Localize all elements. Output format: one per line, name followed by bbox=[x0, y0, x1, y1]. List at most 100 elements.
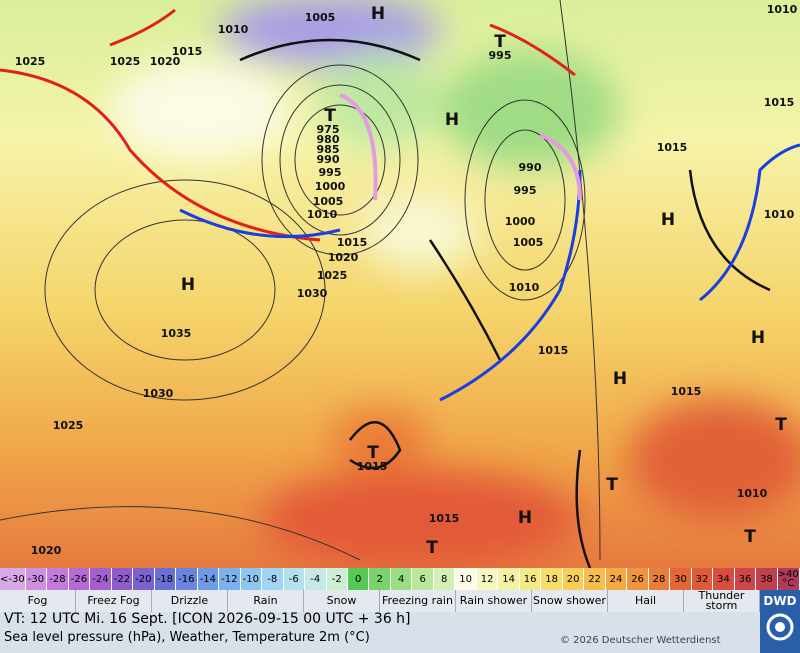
pressure-system: H bbox=[371, 4, 385, 24]
isobar-label: 1000 bbox=[315, 180, 346, 193]
pressure-system: H bbox=[613, 369, 627, 389]
scale-cell: -24 bbox=[90, 568, 112, 590]
isobar-label: 995 bbox=[489, 49, 512, 62]
scale-cell: -28 bbox=[47, 568, 69, 590]
scale-cell: 24 bbox=[605, 568, 628, 590]
pressure-system: T bbox=[606, 475, 618, 495]
scale-cell: 4 bbox=[390, 568, 413, 590]
pressure-system: T bbox=[744, 527, 756, 547]
scale-cell: 0 bbox=[347, 568, 370, 590]
scale-cell: 8 bbox=[433, 568, 456, 590]
scale-cell: 28 bbox=[648, 568, 671, 590]
isobar-label: 1010 bbox=[767, 3, 798, 16]
fronts bbox=[0, 8, 800, 402]
legend-item: Rain shower bbox=[456, 590, 532, 612]
isobar-label: 995 bbox=[514, 184, 537, 197]
pressure-system: H bbox=[518, 508, 532, 528]
scale-cell: 34 bbox=[713, 568, 735, 590]
isobar-label: 1015 bbox=[429, 512, 460, 525]
copyright: © 2026 Deutscher Wetterdienst bbox=[560, 635, 721, 646]
isobar-label: 1025 bbox=[15, 55, 46, 68]
isobar-label: 1005 bbox=[313, 195, 344, 208]
isobar-label: 980 bbox=[317, 133, 340, 146]
pressure-system: T bbox=[775, 415, 787, 435]
scale-cell: 16 bbox=[519, 568, 542, 590]
legend-item: Fog bbox=[0, 590, 76, 612]
weather-map: 1005101010151020102510259759809859909951… bbox=[0, 0, 800, 570]
scale-cell: 18 bbox=[541, 568, 563, 590]
scale-cell: -30 bbox=[25, 568, 48, 590]
isobar-label: 1020 bbox=[328, 251, 359, 264]
pressure-system: T bbox=[494, 32, 506, 52]
isobar-label: 1030 bbox=[297, 287, 328, 300]
scale-cell: >40 °C bbox=[777, 568, 800, 590]
isobar-label: 1020 bbox=[150, 55, 181, 68]
isobar-label: 1015 bbox=[172, 45, 203, 58]
dwd-logo: DWD bbox=[760, 590, 800, 653]
isobar-label: 1025 bbox=[53, 419, 84, 432]
isobar-label: 1030 bbox=[143, 387, 174, 400]
scale-cell: -4 bbox=[305, 568, 327, 590]
isobar-label: 1010 bbox=[218, 23, 249, 36]
pressure-system: H bbox=[445, 110, 459, 130]
weather-legend: Fog Freez Fog Drizzle Rain Snow Freezing rain… bbox=[0, 590, 760, 612]
scale-cell: -22 bbox=[111, 568, 134, 590]
main-isobars bbox=[239, 38, 771, 569]
scale-cell: -20 bbox=[133, 568, 155, 590]
pressure-system: H bbox=[661, 210, 675, 230]
isobar-label: 1010 bbox=[764, 208, 795, 221]
isobar-label: 1015 bbox=[337, 236, 368, 249]
isobar-label: 1015 bbox=[538, 344, 569, 357]
scale-cell: -8 bbox=[262, 568, 284, 590]
scale-cell: -10 bbox=[240, 568, 263, 590]
pressure-system: H bbox=[751, 328, 765, 348]
scale-cell: 2 bbox=[369, 568, 391, 590]
logo-icon bbox=[766, 613, 794, 641]
scale-cell: 26 bbox=[627, 568, 649, 590]
isobars bbox=[0, 0, 601, 561]
logo-text: DWD bbox=[763, 594, 797, 608]
scale-cell: -26 bbox=[68, 568, 91, 590]
isobar-label: 1020 bbox=[31, 544, 62, 557]
isobar-label: 990 bbox=[519, 161, 542, 174]
valid-time: VT: 12 UTC Mi. 16 Sept. [ICON 2026-09-15… bbox=[4, 611, 411, 627]
isobar-label: 1005 bbox=[305, 11, 336, 24]
scale-cell: 14 bbox=[498, 568, 520, 590]
temperature-scale: <-30 -30 -28 -26 -24 -22 -20 -18 -16 -14 -12 -10 -8-… bbox=[0, 568, 800, 590]
pressure-system: T bbox=[426, 538, 438, 558]
isobar-label: 1005 bbox=[513, 236, 544, 249]
scale-cell: 20 bbox=[562, 568, 585, 590]
isobar-label: 1015 bbox=[657, 141, 688, 154]
isobar-label: 985 bbox=[317, 143, 340, 156]
scale-cell: 36 bbox=[734, 568, 757, 590]
scale-cell: -6 bbox=[283, 568, 306, 590]
legend-item: Hail bbox=[608, 590, 684, 612]
scale-cell: -14 bbox=[197, 568, 220, 590]
scale-cell: 10 bbox=[455, 568, 477, 590]
isobar-label: 1025 bbox=[317, 269, 348, 282]
scale-cell: 32 bbox=[691, 568, 714, 590]
pressure-system: T bbox=[367, 443, 379, 463]
legend-item: Snow bbox=[304, 590, 380, 612]
scale-cell: -16 bbox=[176, 568, 198, 590]
scale-cell: <-30 bbox=[0, 568, 26, 590]
isobar-label: 1010 bbox=[307, 208, 338, 221]
legend-item: Thunder storm bbox=[684, 590, 760, 612]
scale-cell: -2 bbox=[326, 568, 348, 590]
pressure-system: T bbox=[324, 106, 336, 126]
scale-cell: -18 bbox=[154, 568, 177, 590]
isobar-label: 995 bbox=[319, 166, 342, 179]
isobar-label: 1015 bbox=[357, 460, 388, 473]
isobar-label: 990 bbox=[317, 153, 340, 166]
legend-item: Drizzle bbox=[152, 590, 228, 612]
legend-item: Snow shower bbox=[532, 590, 608, 612]
isobar-label: 975 bbox=[317, 123, 340, 136]
isobar-label: 1010 bbox=[737, 487, 768, 500]
isobar-label: 1010 bbox=[509, 281, 540, 294]
legend-item: Freezing rain bbox=[380, 590, 456, 612]
pressure-system: H bbox=[181, 275, 195, 295]
legend-item: Rain bbox=[228, 590, 304, 612]
isobar-label: 1000 bbox=[505, 215, 536, 228]
description: Sea level pressure (hPa), Weather, Tempe… bbox=[4, 630, 370, 645]
